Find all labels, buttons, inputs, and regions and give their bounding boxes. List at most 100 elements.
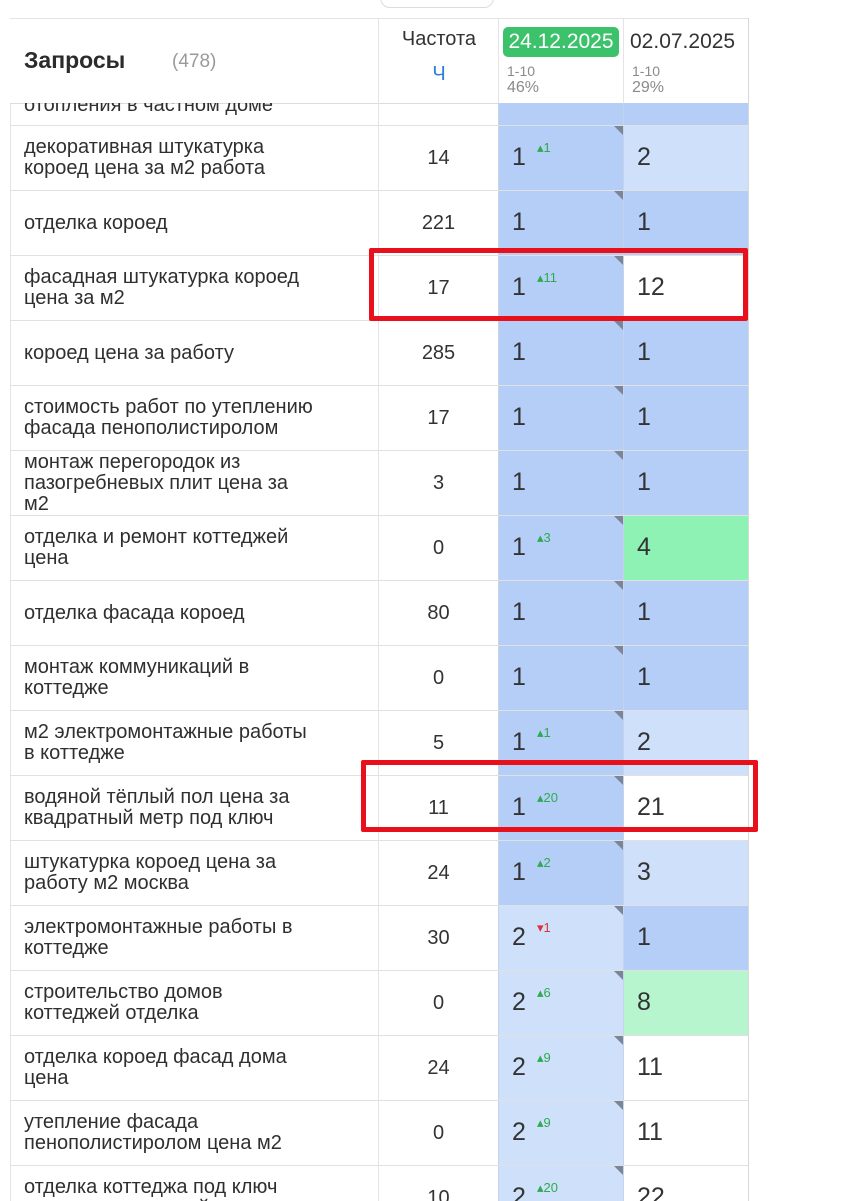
date-column-header-1[interactable]: 24.12.2025 1-10 46% [498,19,623,103]
corner-marker-icon [614,451,623,460]
position-change-value: 11 [543,270,558,285]
position-cell-previous[interactable]: 1 [623,906,749,970]
position-value: 1 [512,598,526,626]
arrow-up-icon: ▴ [537,1115,544,1130]
position-value: 11 [637,1118,663,1146]
position-cell-current[interactable]: 2 ▴20 [498,1166,623,1201]
position-change: ▴9 [537,1050,551,1066]
position-value: 21 [637,793,665,821]
position-value: 8 [637,988,651,1016]
table-row[interactable]: декоративная штукатурка короед цена за м… [10,126,749,191]
query-text: отделка фасада короед [24,601,245,624]
table-row[interactable]: монтаж коммуникаций в коттедже 0 1 1 [10,646,749,711]
position-cell-previous[interactable]: 11 [623,1036,749,1100]
frequency-cell: 17 [378,256,498,320]
position-change: ▴9 [537,1115,551,1131]
position-change-value: 3 [543,530,551,545]
position-cell-current[interactable]: 1 ▴11 [498,256,623,320]
position-change: ▴3 [537,530,551,546]
position-cell-current[interactable]: 1 ▴3 [498,516,623,580]
position-cell-previous[interactable]: 3 [623,841,749,905]
position-cell-previous[interactable]: 12 [623,256,749,320]
table-row[interactable]: отделка коттеджа под ключ цена за квадра… [10,1166,749,1201]
table-row[interactable]: отделка короед фасад дома цена 24 2 ▴9 11 [10,1036,749,1101]
queries-title: Запросы [24,47,126,73]
frequency-cell: 80 [378,581,498,645]
position-change-value: 1 [543,725,551,740]
position-cell-current[interactable]: 1 [498,191,623,255]
position-cell-current[interactable]: 1 [498,321,623,385]
corner-marker-icon [614,776,623,785]
position-change-value: 9 [543,1115,551,1130]
frequency-cell: 11 [378,776,498,840]
query-cell: водяной тёплый пол цена за квадратный ме… [10,776,378,840]
position-cell-current[interactable]: 2 ▴6 [498,971,623,1035]
query-cell: стоимость работ по утеплению фасада пено… [10,386,378,450]
query-text: монтаж перегородок из пазогребневых плит… [24,450,289,515]
table-row[interactable]: отделка и ремонт коттеджей цена 0 1 ▴3 4 [10,516,749,581]
frequency-cell: 3 [378,451,498,515]
position-change-value: 20 [543,1180,558,1195]
table-row[interactable]: отделка фасада короед 80 1 1 [10,581,749,646]
frequency-cell: 285 [378,321,498,385]
position-cell-current[interactable]: 2 ▴9 [498,1101,623,1165]
position-cell-current[interactable]: 1 [498,646,623,710]
position-value: 1 [512,858,526,886]
position-cell-previous[interactable]: 1 [623,451,749,515]
date-column-header-2[interactable]: 02.07.2025 1-10 29% [623,19,750,103]
query-cell: короед цена за работу [10,321,378,385]
position-cell-previous[interactable]: 1 [623,321,749,385]
position-cell-previous[interactable]: 22 [623,1166,749,1201]
query-text: декоративная штукатурка короед цена за м… [24,136,266,179]
position-value: 2 [512,923,526,951]
frequency-column-header[interactable]: Частота Ч [378,19,499,103]
query-text: утепление фасада пенополистиролом цена м… [24,1111,282,1154]
position-cell-previous[interactable]: 1 [623,646,749,710]
position-value: 11 [637,1053,663,1081]
table-row[interactable]: утепление фасада пенополистиролом цена м… [10,1101,749,1166]
query-text: фасадная штукатурка короед цена за м2 [24,266,300,309]
table-row[interactable]: штукатурка короед цена за работу м2 моск… [10,841,749,906]
corner-marker-icon [614,1166,623,1175]
position-change: ▴20 [537,1180,558,1196]
date-badge-current[interactable]: 24.12.2025 [503,27,619,57]
position-value: 1 [637,663,651,691]
position-cell-current[interactable]: 1 [498,451,623,515]
table-row[interactable]: отделка короед 221 1 1 [10,191,749,256]
date-label-previous[interactable]: 02.07.2025 [630,30,736,53]
position-cell-previous[interactable]: 4 [623,516,749,580]
table-row[interactable]: монтаж перегородок из пазогребневых плит… [10,451,749,516]
top-strip [0,0,862,22]
frequency-type-link[interactable]: Ч [432,63,446,85]
position-value: 1 [637,598,651,626]
position-cell-previous[interactable]: 11 [623,1101,749,1165]
table-row[interactable]: короед цена за работу 285 1 1 [10,321,749,386]
table-row[interactable]: электромонтажные работы в коттедже 30 2 ▾1 1 [10,906,749,971]
query-cell: строительство домов коттеджей отделка [10,971,378,1035]
frequency-cell: 30 [378,906,498,970]
position-cell-previous[interactable]: 1 [623,191,749,255]
position-cell-previous[interactable]: 1 [623,581,749,645]
table-row[interactable]: стоимость работ по утеплению фасада пено… [10,386,749,451]
query-cell: м2 электромонтажные работы в коттедже [10,711,378,775]
arrow-up-icon: ▴ [537,270,544,285]
position-value: 2 [512,1183,526,1201]
arrow-up-icon: ▴ [537,790,544,805]
position-cell-current[interactable]: 1 [498,581,623,645]
frequency-cell: 0 [378,1101,498,1165]
table-row-partial[interactable]: отопления в частном доме [10,103,749,126]
position-cell-current[interactable]: 2 ▴9 [498,1036,623,1100]
position-cell-previous[interactable]: 1 [623,386,749,450]
top-tab-edge [380,0,494,8]
position-cell-current[interactable]: 1 ▴1 [498,126,623,190]
arrow-up-icon: ▴ [537,855,544,870]
position-cell-current[interactable]: 1 [498,386,623,450]
table-row[interactable]: строительство домов коттеджей отделка 0 2 ▴… [10,971,749,1036]
position-cell-current[interactable]: 2 ▾1 [498,906,623,970]
position-value: 1 [512,273,526,301]
position-cell-previous[interactable]: 2 [623,126,749,190]
highlight-box [361,760,758,832]
position-cell-previous[interactable]: 8 [623,971,749,1035]
position-cell-current[interactable]: 1 ▴2 [498,841,623,905]
query-text: отопления в частном доме [24,103,273,116]
